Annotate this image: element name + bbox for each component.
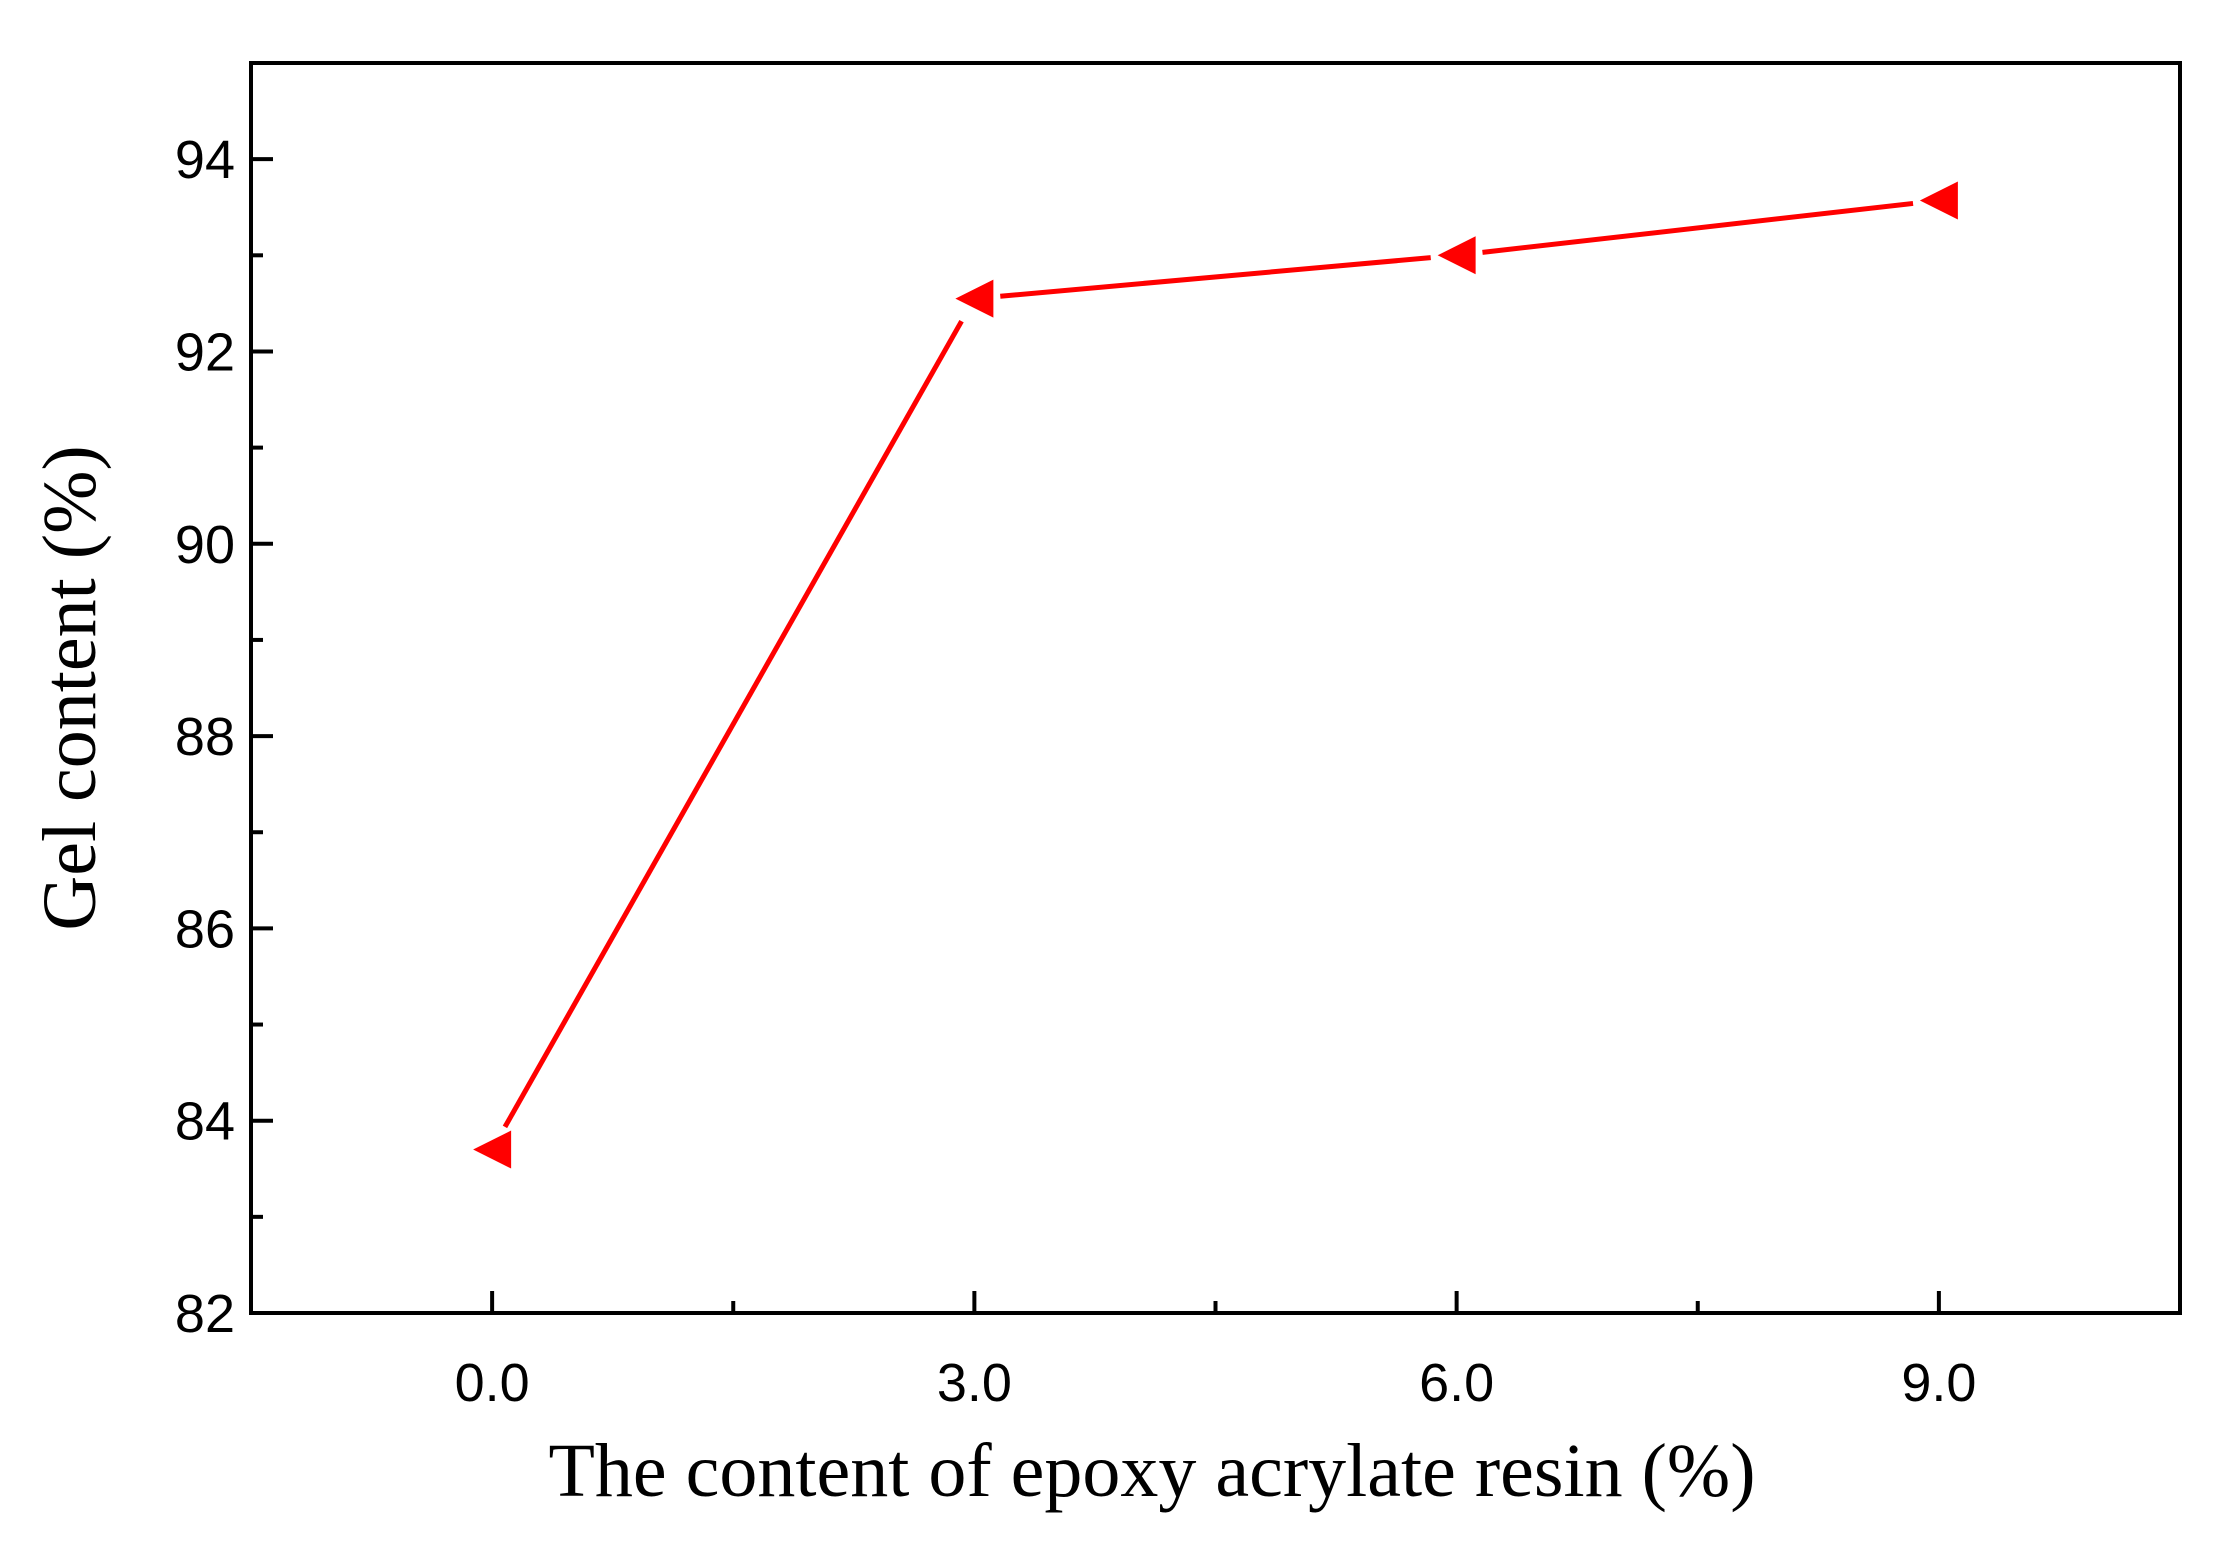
y-axis-tick-labels: 82 84 86 88 90 92 94 — [175, 130, 235, 1344]
data-point-marker — [473, 1130, 512, 1169]
plot-frame — [249, 61, 2182, 1315]
series-line-segment — [1000, 255, 1431, 299]
y-tick-label: 84 — [175, 1092, 235, 1152]
series-line-segment — [502, 319, 964, 1129]
x-axis-tick-labels: 0.0 3.0 6.0 9.0 — [455, 1353, 1977, 1413]
data-point-marker — [955, 279, 994, 318]
x-tick-label: 3.0 — [937, 1353, 1012, 1413]
data-point-marker — [1919, 181, 1958, 220]
y-tick-label: 90 — [175, 515, 235, 575]
x-axis-ticks — [490, 1291, 1941, 1313]
y-tick-label: 82 — [175, 1284, 235, 1344]
data-point-marker — [1437, 236, 1476, 275]
series-line-segment — [1482, 200, 1914, 255]
x-tick-label: 0.0 — [455, 1353, 530, 1413]
y-tick-label: 92 — [175, 322, 235, 382]
x-tick-label: 9.0 — [1901, 1353, 1976, 1413]
y-axis-title: Gel content (%) — [28, 445, 112, 930]
y-tick-label: 94 — [175, 130, 235, 190]
y-tick-label: 86 — [175, 899, 235, 959]
x-tick-label: 6.0 — [1419, 1353, 1494, 1413]
y-axis-ticks — [251, 157, 273, 1315]
x-axis-title: The content of epoxy acrylate resin (%) — [548, 1429, 1755, 1513]
y-tick-label: 88 — [175, 707, 235, 767]
series-layer — [473, 181, 1958, 1169]
